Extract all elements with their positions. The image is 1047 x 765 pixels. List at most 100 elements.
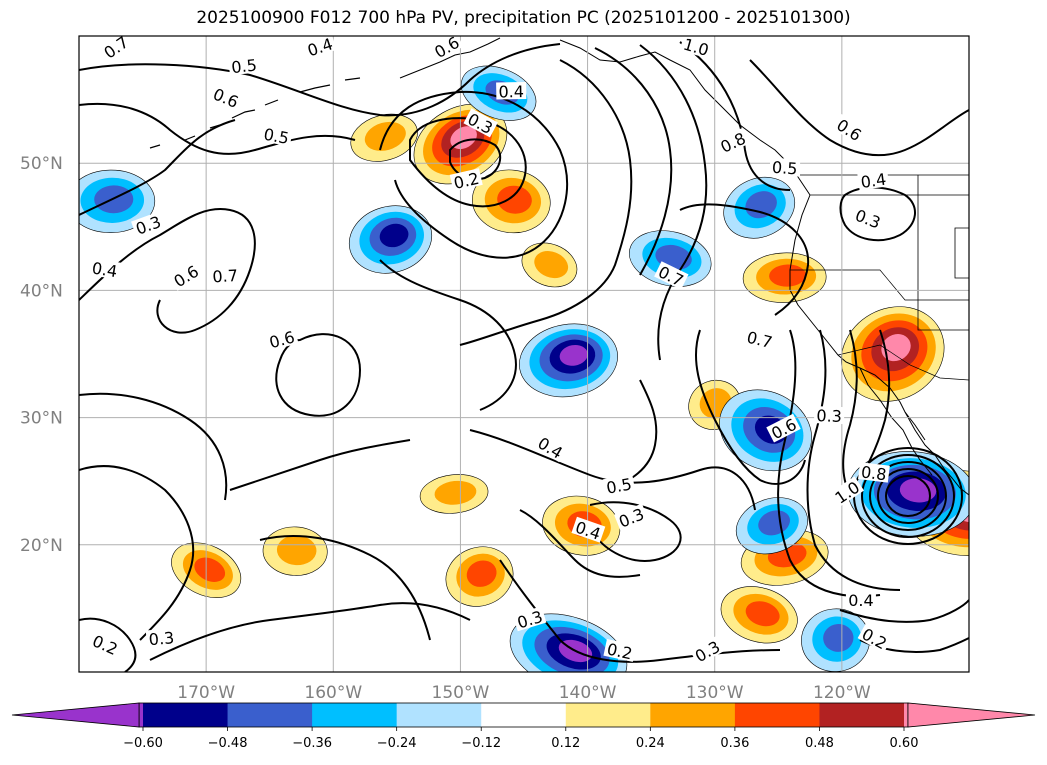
pv-label-text: 0.2 [605, 640, 634, 664]
pv-contour-label: 0.4 [845, 591, 876, 610]
colorbar-tick-label: −0.36 [292, 736, 332, 751]
pv-contour [259, 534, 431, 641]
precip-level [534, 251, 569, 279]
pv-contour [79, 392, 228, 501]
map-frame [78, 35, 970, 673]
precip-anomaly [735, 497, 808, 555]
pv-label-bg [463, 108, 498, 138]
pv-contour-label: 0.6 [209, 83, 244, 112]
precip-level [745, 601, 780, 627]
pv-label-bg [769, 157, 801, 177]
pv-label-bg [449, 168, 483, 192]
pv-label-bg [654, 261, 689, 290]
pv-contour-label: 0.3 [813, 406, 845, 426]
colorbar-extend-low [11, 702, 140, 728]
pv-contour-cyclone-ring [885, 475, 931, 517]
pv-label-bg [429, 36, 464, 62]
colorbar-bin [904, 703, 908, 727]
pv-label-bg [832, 114, 867, 145]
pv-label-bg [571, 516, 606, 543]
colorbar-bin [139, 703, 143, 727]
pv-label-bg [168, 260, 203, 291]
map-plot-area: 0.70.50.60.40.50.60.40.30.21.00.80.50.60… [78, 35, 970, 673]
colorbar-tick-label: −0.60 [123, 736, 163, 751]
pv-label-text: 0.5 [605, 475, 633, 498]
pv-contour-label: 0.5 [602, 474, 636, 498]
pv-label-bg [766, 413, 801, 443]
pv-label-bg [533, 432, 568, 463]
pv-contour [79, 43, 561, 117]
colorbar-bin [312, 703, 398, 727]
pv-contour-cyclone-ring [869, 461, 947, 531]
pv-contour [839, 599, 969, 623]
precip-anomaly [262, 526, 328, 576]
colorbar-tick-label: 0.36 [720, 736, 749, 751]
lon-tick-label: 150°W [432, 683, 490, 703]
pv-label-bg [679, 36, 714, 59]
pv-label-bg [851, 204, 886, 232]
pv-contour-label: 0.8 [858, 462, 890, 484]
axis-labels: 50°N 40°N 30°N 20°N 170°W 160°W 150°W 140°W 130°… [20, 154, 871, 703]
precip-anomaly [472, 169, 551, 234]
pv-label-bg [743, 326, 777, 351]
lat-tick-label: 40°N [20, 281, 63, 301]
pv-contour [79, 465, 195, 641]
precip-anomaly [519, 323, 618, 398]
pv-label-layer: 0.70.50.60.40.50.60.40.30.21.00.80.50.60… [88, 36, 893, 666]
colorbar-tick-label: −0.24 [377, 736, 417, 751]
pv-label-bg [260, 124, 293, 147]
pv-contour-label: 0.5 [228, 55, 260, 77]
colorbar-bin [734, 703, 820, 727]
pv-contour-cyclone-ring [877, 468, 939, 524]
pv-label-bg [88, 258, 121, 280]
pv-contour [839, 186, 916, 242]
pv-label-text: 0.3 [816, 406, 842, 426]
pv-label-bg [98, 36, 133, 63]
pv-contour-label: 1.0 [679, 36, 714, 60]
precip-anomaly [628, 230, 712, 287]
pv-contour [79, 617, 137, 672]
pv-contour [777, 329, 881, 598]
pv-label-text: 0.7 [212, 266, 238, 286]
pv-contour-label: 0.7 [209, 265, 241, 286]
colorbar-tick-label: 0.12 [551, 736, 580, 751]
chart-title: 2025100900 F012 700 hPa PV, precipitatio… [196, 8, 851, 28]
lon-tick-label: 130°W [686, 683, 744, 703]
pv-contour [79, 102, 356, 155]
pv-contour [519, 509, 641, 578]
precip-anomaly [521, 242, 578, 288]
pv-label-bg [614, 503, 649, 531]
pv-contour [409, 117, 527, 208]
lat-tick-label: 30°N [20, 409, 63, 429]
pv-contour [79, 208, 256, 334]
pv-label-bg [857, 169, 890, 191]
pv-contour-label: 0.4 [857, 169, 890, 192]
colorbar-tick-label: 0.60 [890, 736, 919, 751]
colorbar-bin [396, 703, 482, 727]
pv-contour-label: 0.5 [769, 157, 801, 178]
pv-contour [679, 203, 810, 316]
pv-contour [589, 501, 682, 562]
pv-label-bg [602, 474, 636, 497]
pv-contour-label: 0.4 [302, 36, 337, 60]
pv-label-bg [603, 639, 637, 662]
pv-label-bg [88, 630, 123, 659]
coastline-layer [149, 37, 969, 496]
pv-label-bg [857, 623, 893, 653]
precip-anomaly [445, 546, 514, 607]
pv-label-bg [829, 476, 865, 508]
pv-contour-label: 0.2 [603, 639, 637, 664]
precip-anomaly [79, 169, 156, 233]
precip-level [466, 560, 497, 587]
precip-anomaly [720, 586, 798, 644]
pv-contour [842, 329, 858, 496]
pv-contour [749, 59, 969, 157]
pv-label-text: 0.4 [860, 170, 888, 192]
pv-label-text: 0.3 [148, 628, 175, 649]
pv-label-bg [845, 591, 876, 609]
pv-contour-label: 0.4 [496, 81, 527, 101]
baja-peninsula [859, 367, 933, 476]
pv-label-bg [131, 211, 166, 238]
pv-label-bg [496, 81, 527, 100]
